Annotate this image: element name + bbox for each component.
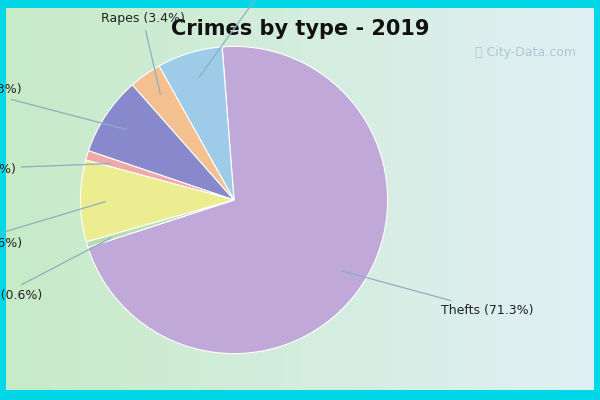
Text: Arson (0.6%): Arson (0.6%) (0, 238, 111, 302)
Wedge shape (159, 47, 234, 200)
Wedge shape (88, 46, 388, 354)
Text: Auto thefts (6.9%): Auto thefts (6.9%) (199, 0, 325, 77)
Text: Robberies (1.0%): Robberies (1.0%) (0, 163, 111, 176)
Text: Rapes (3.4%): Rapes (3.4%) (101, 12, 185, 94)
Wedge shape (132, 66, 234, 200)
Wedge shape (86, 200, 234, 248)
Text: Burglaries (8.6%): Burglaries (8.6%) (0, 202, 106, 250)
Text: ⓘ City-Data.com: ⓘ City-Data.com (475, 46, 577, 59)
Wedge shape (86, 151, 234, 200)
Text: Assaults (8.3%): Assaults (8.3%) (0, 83, 127, 130)
Text: Thefts (71.3%): Thefts (71.3%) (341, 271, 534, 317)
Wedge shape (88, 85, 234, 200)
Wedge shape (80, 160, 234, 242)
Text: Crimes by type - 2019: Crimes by type - 2019 (171, 20, 429, 40)
